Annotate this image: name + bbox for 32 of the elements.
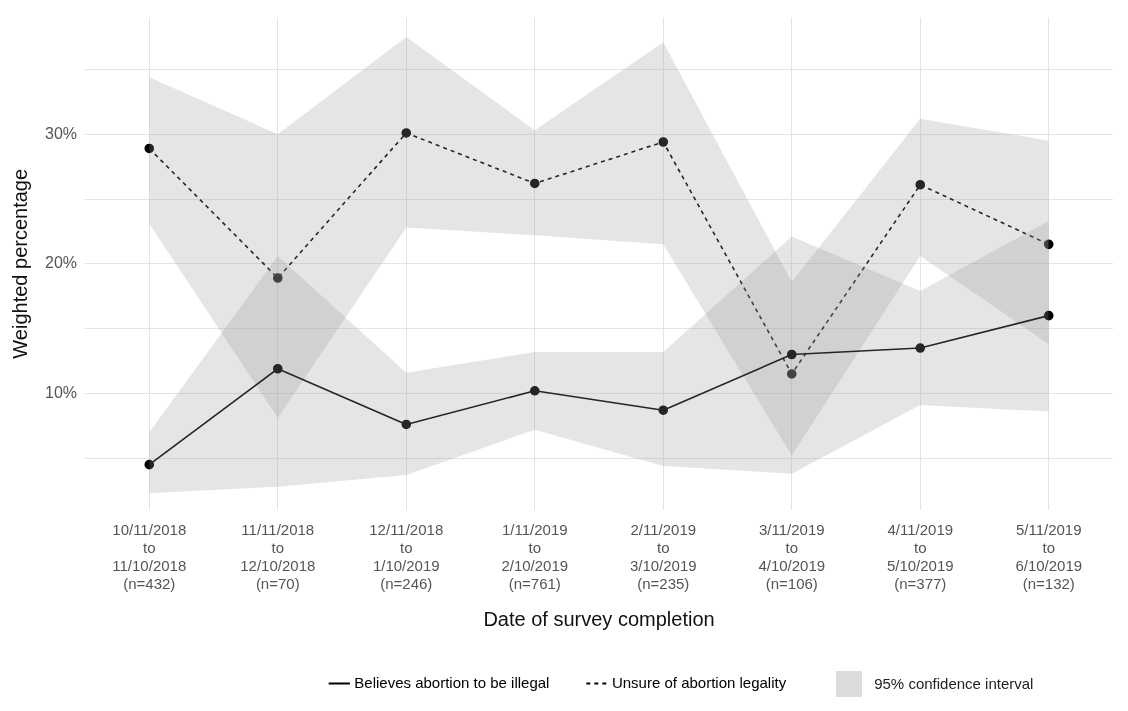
x-tick-label: 11/11/2018 to 12/10/2018 (n=70) xyxy=(240,521,316,593)
point xyxy=(915,343,926,353)
point xyxy=(272,363,283,374)
point xyxy=(401,419,412,430)
point xyxy=(272,273,283,283)
point xyxy=(1043,239,1054,250)
x-tick-label: 10/11/2018 to 11/10/2018 (n=432) xyxy=(112,521,187,593)
point xyxy=(658,137,669,147)
x-tick-label: 5/11/2019 to 6/10/2019 (n=132) xyxy=(1015,521,1083,593)
point xyxy=(401,128,412,138)
x-axis-title: Date of survey completion xyxy=(483,607,715,630)
point xyxy=(529,178,540,189)
point xyxy=(786,349,797,360)
point xyxy=(529,385,540,396)
y-tick-label: 30% xyxy=(44,124,78,142)
legend-label: Believes abortion to be illegal xyxy=(354,673,550,691)
x-tick-label: 4/11/2019 to 5/10/2019 (n=377) xyxy=(886,521,954,593)
y-axis-title: Weighted percentage xyxy=(8,168,31,359)
y-tick-label: 10% xyxy=(44,383,78,401)
legend-label: Unsure of abortion legality xyxy=(611,673,787,691)
x-tick-label: 1/11/2019 to 2/10/2019 (n=761) xyxy=(501,521,569,593)
point xyxy=(658,405,669,416)
point xyxy=(786,369,797,379)
point xyxy=(144,143,155,154)
point xyxy=(1043,310,1054,321)
point xyxy=(144,459,155,470)
x-tick-label: 12/11/2018 to 1/10/2019 (n=246) xyxy=(369,521,444,593)
x-tick-label: 3/11/2019 to 4/10/2019 (n=106) xyxy=(758,521,826,593)
y-tick-label: 20% xyxy=(44,254,78,272)
point xyxy=(915,179,926,190)
x-tick-label: 2/11/2019 to 3/10/2019 (n=235) xyxy=(629,521,697,593)
text: 95% confidence interval xyxy=(874,675,1034,692)
